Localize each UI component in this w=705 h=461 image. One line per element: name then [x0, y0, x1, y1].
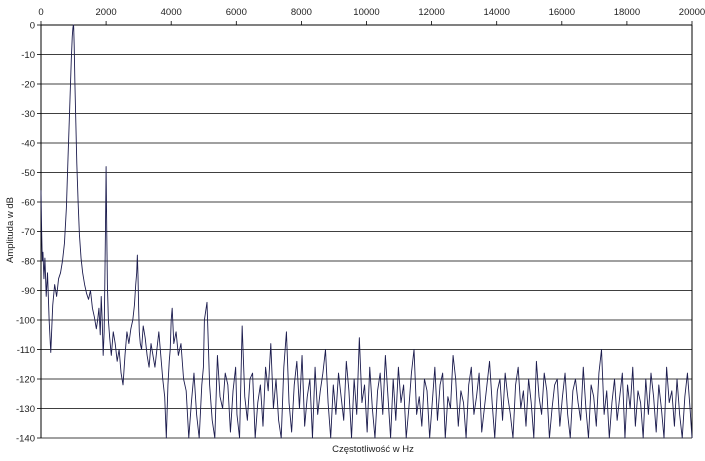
- y-tick-label-9: -90: [21, 286, 35, 297]
- x-tick-label-6: 12000: [418, 7, 444, 18]
- y-tick-label-1: -10: [21, 50, 35, 61]
- gridlines: [41, 24, 692, 439]
- y-tick-label-8: -80: [21, 257, 35, 268]
- y-tick-label-2: -20: [21, 80, 35, 91]
- x-tick-label-7: 14000: [483, 7, 509, 18]
- x-tick-label-4: 8000: [291, 7, 312, 18]
- x-tick-label-10: 20000: [679, 7, 705, 18]
- y-tick-label-6: -60: [21, 198, 35, 209]
- x-tick-label-8: 16000: [549, 7, 575, 18]
- y-axis-ticks: 0 -10 -20 -30 -40 -50 -60 -70 -80 -90 -100 -110 -120…: [16, 21, 41, 445]
- x-tick-label-9: 18000: [614, 7, 640, 18]
- x-tick-label-5: 10000: [353, 7, 379, 18]
- y-tick-label-10: -100: [16, 316, 35, 327]
- series-line-0: [40, 24, 693, 439]
- axes: [40, 24, 693, 438]
- x-tick-label-2: 4000: [161, 7, 182, 18]
- x-tick-label-1: 2000: [96, 7, 117, 18]
- y-tick-label-0: 0: [30, 21, 35, 32]
- y-axis-label: Amplituda w dB: [5, 197, 16, 263]
- x-tick-label-3: 6000: [226, 7, 247, 18]
- y-tick-label-5: -50: [21, 168, 35, 179]
- series-layer: [40, 24, 693, 439]
- y-tick-label-14: -140: [16, 434, 35, 445]
- y-tick-label-4: -40: [21, 139, 35, 150]
- y-tick-label-7: -70: [21, 227, 35, 238]
- y-tick-label-3: -30: [21, 109, 35, 120]
- y-tick-label-11: -110: [17, 345, 35, 356]
- x-tick-label-0: 0: [38, 7, 43, 18]
- y-tick-label-12: -120: [16, 375, 35, 386]
- x-axis-ticks: 0 2000 4000 6000 8000 10000 12000 14000 16000 180…: [38, 7, 705, 25]
- y-tick-label-13: -130: [16, 404, 35, 415]
- x-axis-label: Częstotliwość w Hz: [332, 444, 414, 455]
